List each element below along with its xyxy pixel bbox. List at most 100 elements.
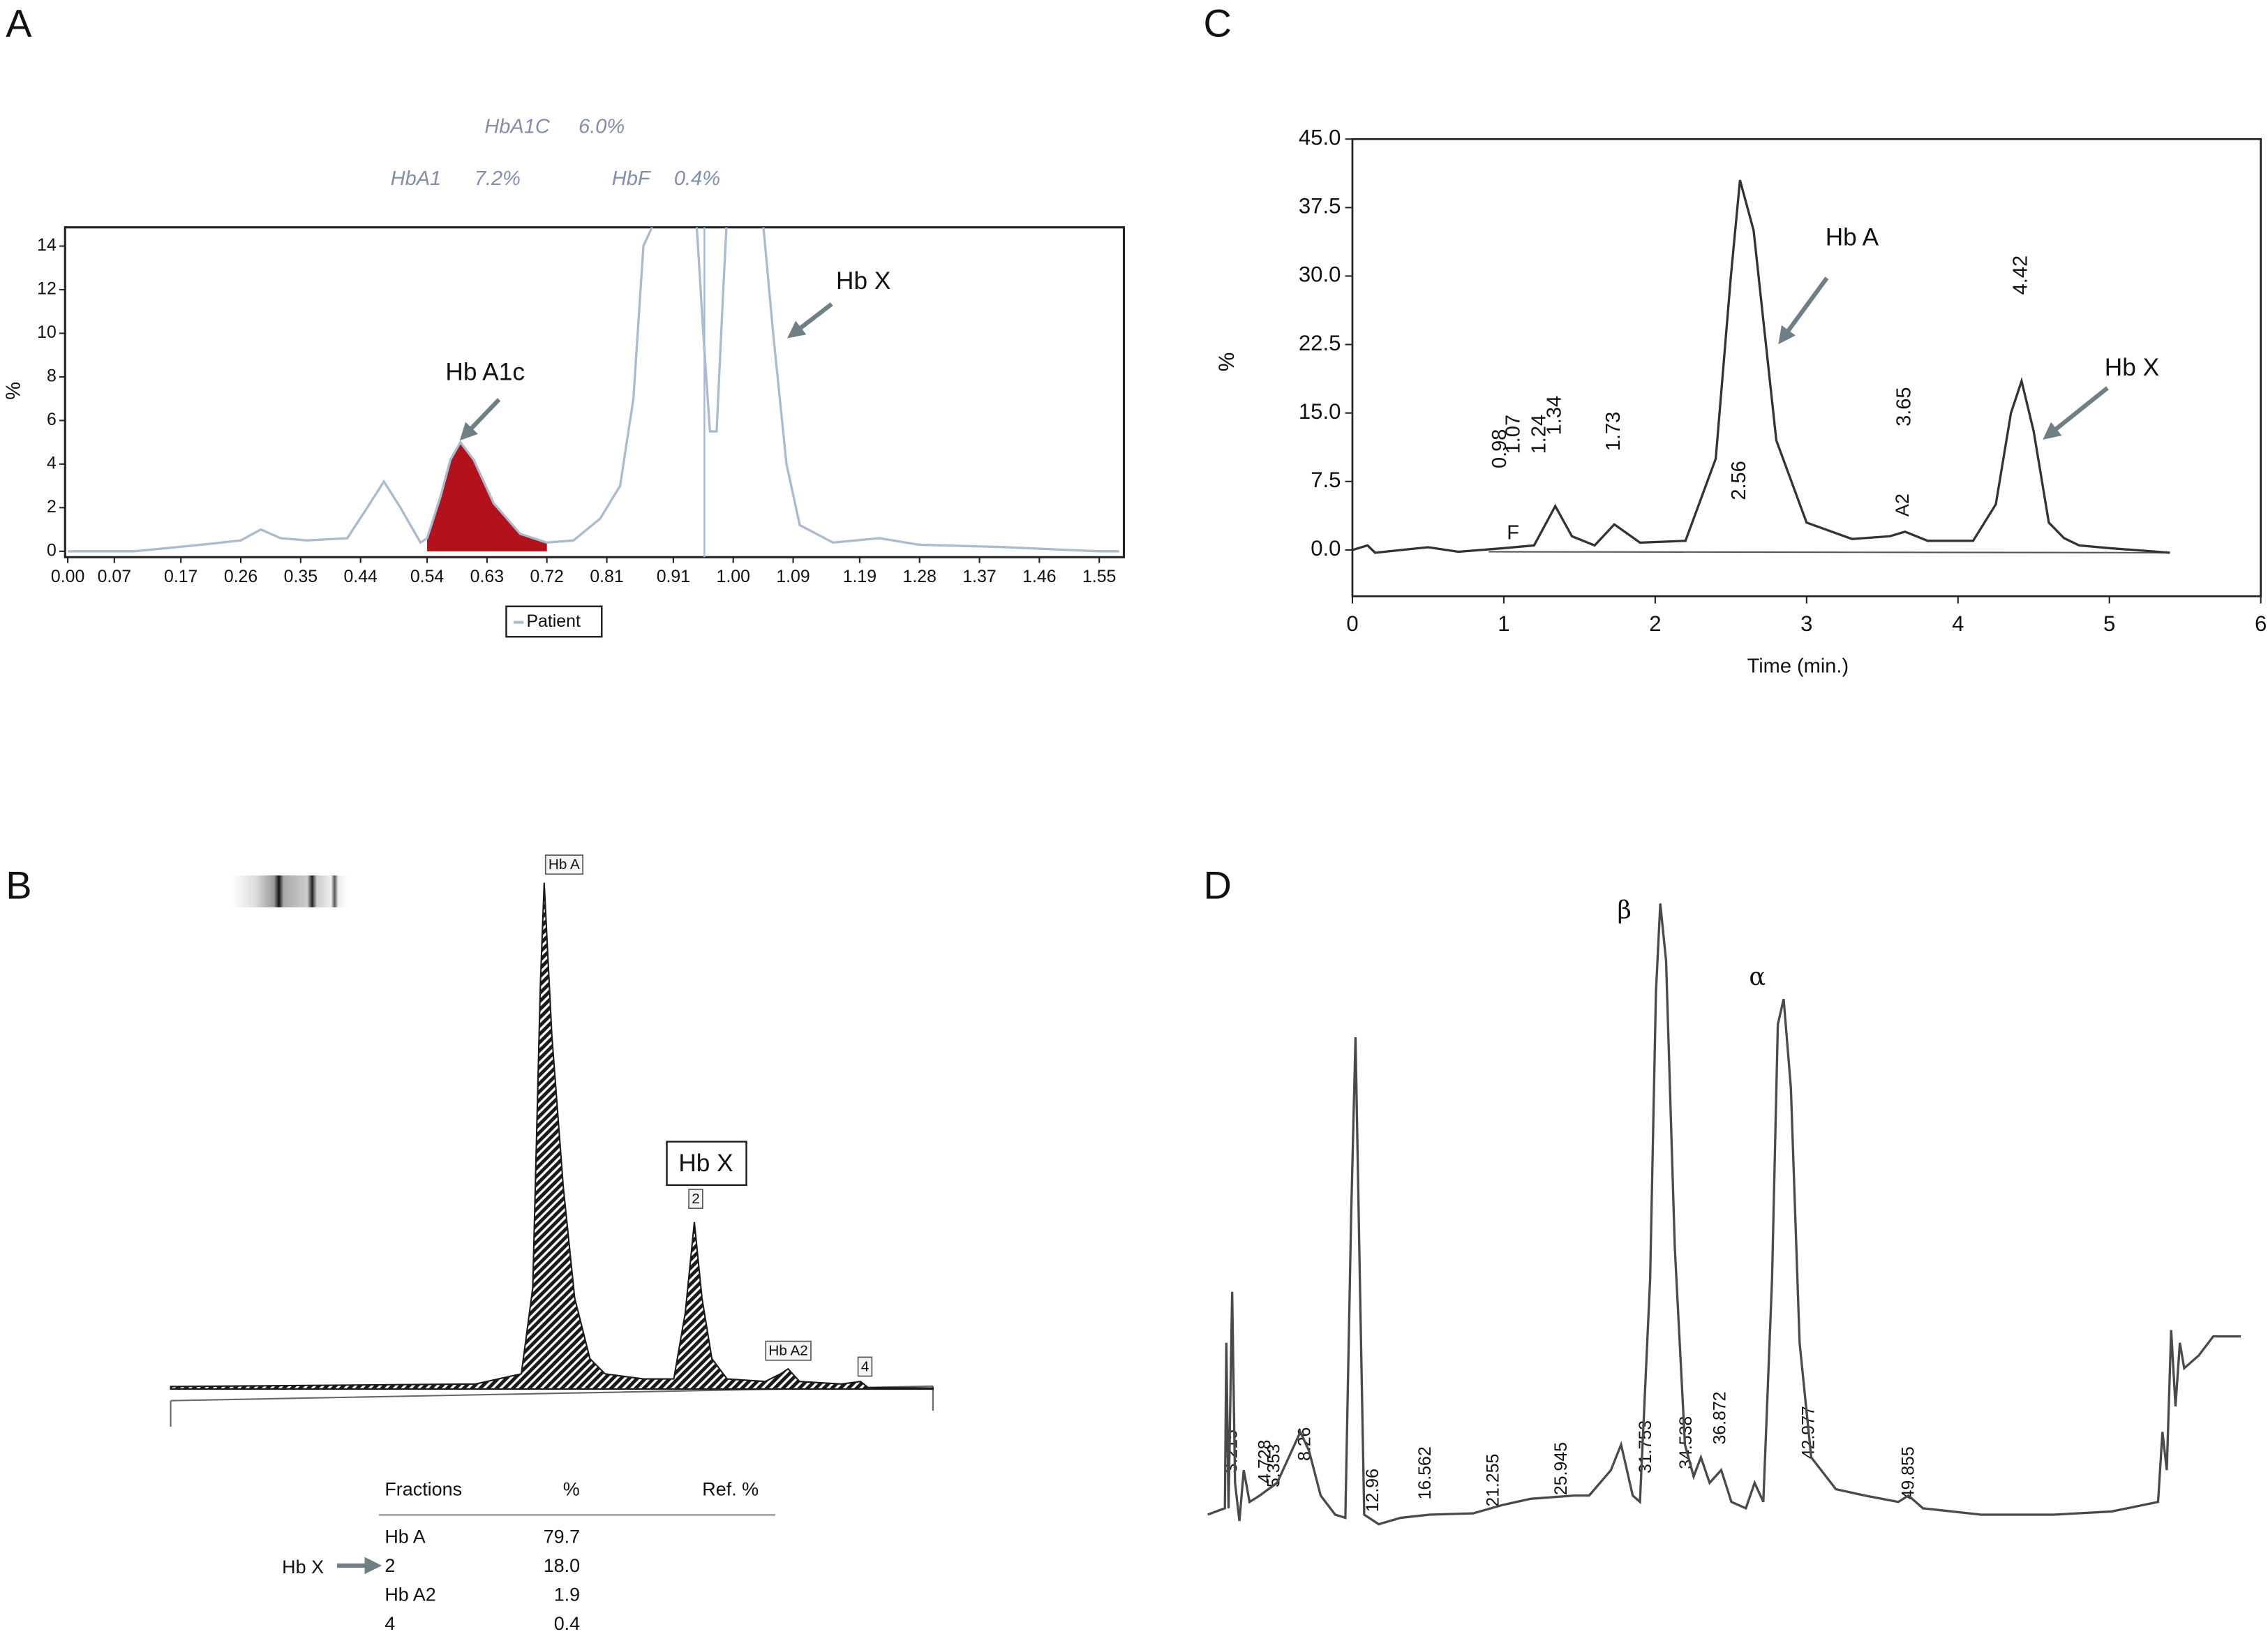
table-cell: Hb A xyxy=(385,1527,425,1547)
peak-label-box xyxy=(857,1356,873,1377)
callout: Hb X xyxy=(678,1150,733,1177)
x-tick-label: 1.37 xyxy=(962,567,996,586)
x-tick-label: 0.72 xyxy=(530,567,564,586)
data-area xyxy=(170,882,934,1390)
arrow xyxy=(787,302,833,339)
annotation: β xyxy=(1617,896,1631,925)
peak-label: Hb A xyxy=(549,856,580,873)
x-tick-label: 0.07 xyxy=(98,567,131,586)
legend-label: Patient xyxy=(526,611,580,631)
y-tick-label: 0 xyxy=(47,540,57,560)
table-cell: 0.4 xyxy=(554,1613,580,1634)
table-header: Ref. % xyxy=(702,1478,759,1499)
table-cell: 4 xyxy=(385,1613,395,1634)
x-tick-label: 0 xyxy=(1346,611,1358,636)
data-line xyxy=(1352,179,2170,554)
peak-label: 1.73 xyxy=(1602,412,1625,451)
x-tick-label: 0.00 xyxy=(51,567,84,586)
annotation: HbA1 xyxy=(391,168,442,190)
x-tick-label: 1.00 xyxy=(717,567,750,586)
annotation: 6.0% xyxy=(579,115,625,138)
annotation: F xyxy=(1507,522,1519,544)
x-tick-label: 0.35 xyxy=(284,567,318,586)
peak-label: 1.24 xyxy=(1528,415,1551,454)
y-tick-label: 30.0 xyxy=(1299,262,1341,287)
x-tick-label: 0.63 xyxy=(470,567,504,586)
row-marker: Hb X xyxy=(282,1557,324,1577)
peak-label: 36.872 xyxy=(1710,1392,1729,1445)
annotation: HbF xyxy=(612,168,652,190)
callout-box xyxy=(666,1141,747,1187)
annotation: α xyxy=(1749,963,1766,991)
x-tick-label: 0.54 xyxy=(410,567,445,586)
y-tick-label: 15.0 xyxy=(1299,399,1341,424)
peak-label: Hb A2 xyxy=(768,1343,807,1359)
baseline xyxy=(170,1385,934,1427)
annotation: Hb X xyxy=(2105,354,2159,381)
x-axis-label: Time (min.) xyxy=(1747,655,1849,677)
annotation: Hb X xyxy=(836,267,890,295)
x-tick-label: 0.81 xyxy=(590,567,623,586)
peak-label: 4.42 xyxy=(2010,255,2032,295)
panel-label: A xyxy=(6,1,32,45)
y-tick-label: 14 xyxy=(37,235,57,255)
x-tick-label: 0.17 xyxy=(164,567,197,586)
y-tick-label: 12 xyxy=(37,279,57,299)
peak-label: 49.855 xyxy=(1898,1446,1918,1499)
table-header: Fractions xyxy=(385,1478,462,1499)
annotation: 0.4% xyxy=(674,168,720,190)
y-tick-label: 37.5 xyxy=(1299,194,1341,218)
peak-label: 2.56 xyxy=(1728,461,1750,500)
panel-label: D xyxy=(1203,863,1231,907)
y-tick-label: 7.5 xyxy=(1311,468,1341,492)
highlight-area xyxy=(427,442,547,551)
panel-label: B xyxy=(6,863,31,907)
x-tick-label: 3 xyxy=(1800,611,1812,636)
y-tick-label: 8 xyxy=(47,366,57,386)
x-tick-label: 6 xyxy=(2255,611,2267,636)
peak-label: 31.753 xyxy=(1636,1420,1655,1473)
y-axis-label: % xyxy=(1214,352,1239,372)
y-tick-label: 22.5 xyxy=(1299,331,1341,355)
peak-label: 21.255 xyxy=(1484,1454,1503,1507)
annotation: 7.2% xyxy=(475,168,521,190)
data-line xyxy=(1207,903,2241,1526)
peak-label: 1.07 xyxy=(1502,415,1525,454)
y-tick-label: 0.0 xyxy=(1311,536,1341,560)
peak-label: 3.65 xyxy=(1893,387,1915,426)
x-tick-label: 1.19 xyxy=(843,567,876,586)
annotation: A2 xyxy=(1892,493,1913,517)
table-cell: 1.9 xyxy=(554,1584,580,1605)
peak-label: 4.728 xyxy=(1255,1440,1275,1483)
y-tick-label: 6 xyxy=(47,410,57,429)
peak-label: 0.98 xyxy=(1489,429,1511,468)
peak-label-box xyxy=(765,1340,812,1361)
arrow xyxy=(1778,276,1829,345)
x-tick-label: 1.09 xyxy=(776,567,810,586)
x-tick-label: 2 xyxy=(1649,611,1661,636)
x-tick-label: 5 xyxy=(2103,611,2115,636)
annotation: Hb A xyxy=(1826,224,1879,251)
x-tick-label: 1.55 xyxy=(1082,567,1116,586)
y-tick-label: 45.0 xyxy=(1299,125,1341,149)
table-cell: 2 xyxy=(385,1555,395,1576)
x-tick-label: 0.26 xyxy=(224,567,258,586)
peak-label: 16.562 xyxy=(1415,1446,1435,1499)
data-line xyxy=(68,227,1119,553)
x-tick-label: 0.91 xyxy=(657,567,690,586)
x-tick-label: 1.46 xyxy=(1022,567,1056,586)
table-cell: 79.7 xyxy=(544,1527,580,1547)
gel-strip xyxy=(231,875,350,907)
table-header: % xyxy=(563,1478,580,1499)
peak-label-box xyxy=(544,854,583,875)
peak-label: 1.34 xyxy=(1543,396,1565,435)
x-tick-label: 4 xyxy=(1952,611,1964,636)
panel-label: C xyxy=(1203,1,1231,45)
baseline xyxy=(1489,551,2170,554)
peak-label: 5.353 xyxy=(1264,1444,1284,1487)
annotation: Hb A1c xyxy=(445,358,525,385)
table-cell: 18.0 xyxy=(544,1555,580,1576)
plot-frame xyxy=(64,226,1126,558)
arrow xyxy=(459,398,501,441)
x-tick-label: 1.28 xyxy=(903,567,937,586)
